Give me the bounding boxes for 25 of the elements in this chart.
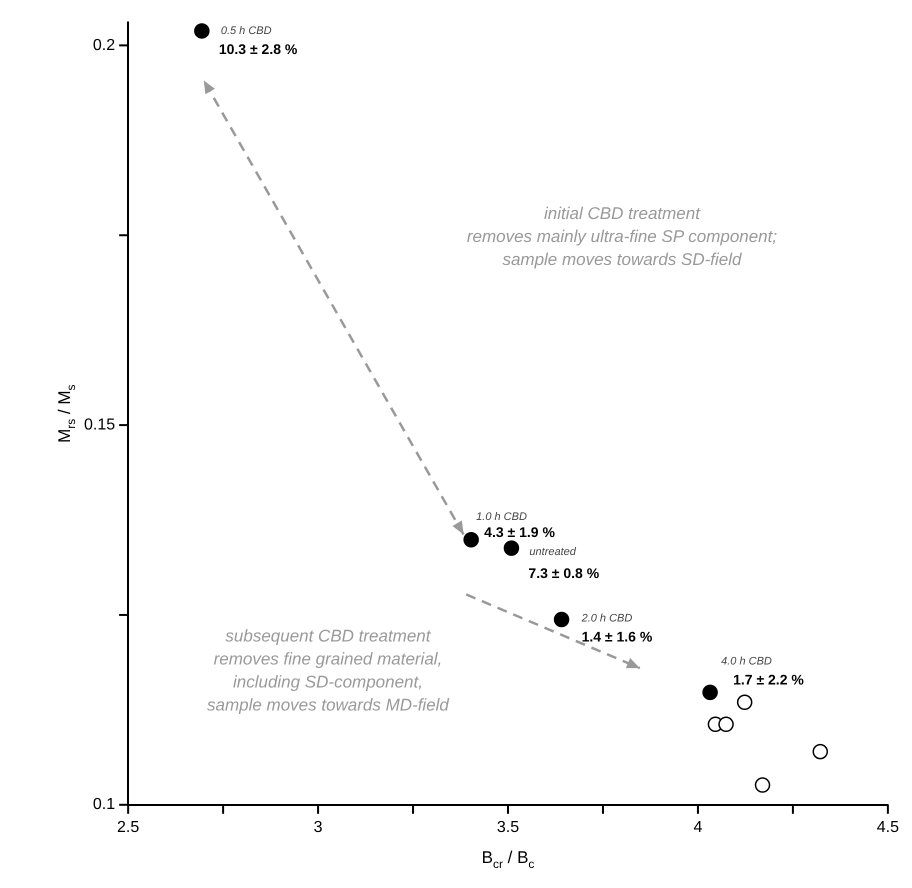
x-tick-label: 3.5 — [496, 818, 520, 836]
y-tick-label: 0.15 — [84, 416, 116, 434]
x-tick-label: 3 — [314, 818, 323, 836]
point — [504, 540, 520, 556]
annotation: initial CBD treatment removes mainly ultra-fine SP component; sample moves towards SD-field — [466, 204, 778, 269]
point — [702, 684, 718, 700]
point — [463, 532, 479, 548]
x-tick-label: 4.5 — [876, 818, 900, 836]
point — [194, 23, 210, 39]
y-axis-title: Mrs / Ms — [55, 384, 78, 443]
annotation: subsequent CBD treatment removes fine grained material, including SD-component, sample moves towards MD-field — [207, 626, 450, 714]
point — [736, 694, 752, 710]
y-tick-label: 0.2 — [92, 36, 116, 54]
annotation: 0.5 h CBD 10.3 ± 2.8 % — [218, 24, 298, 57]
annotation: 4.0 h CBD 1.7 ± 2.2 % — [721, 655, 804, 688]
x-tick-label: 4 — [693, 818, 702, 836]
point — [754, 777, 770, 793]
annotation: 2.0 h CBD 1.4 ± 1.6 % — [580, 612, 653, 644]
x-tick-label: 2.5 — [117, 818, 140, 836]
point — [554, 612, 570, 628]
point — [812, 744, 828, 760]
y-tick-label: 0.1 — [92, 796, 116, 814]
point — [718, 716, 734, 732]
annotation: untreated 7.3 ± 0.8 % — [528, 546, 600, 582]
annotation: 1.0 h CBD 4.3 ± 1.9 % — [476, 510, 556, 540]
